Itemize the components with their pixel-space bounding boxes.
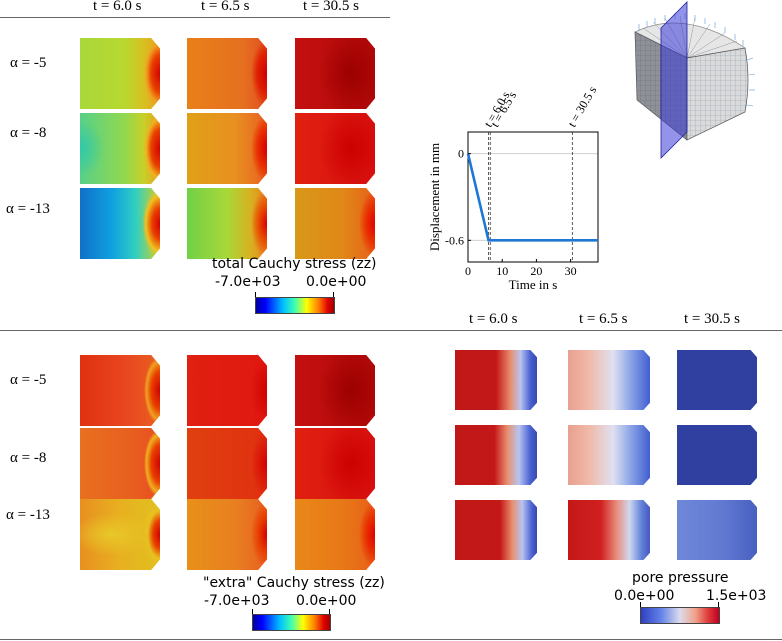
extra-contour-a13-t60 xyxy=(80,499,160,570)
bottom-time-header-2: t = 6.5 s xyxy=(579,311,628,327)
top-time-header-1: t = 6.0 s xyxy=(93,0,142,14)
bottom-alpha-label-1: α = -5 xyxy=(10,372,47,388)
bottom-alpha-label-2: α = -8 xyxy=(10,450,47,466)
pore-contour-r3-t60 xyxy=(455,500,537,560)
top-contour-a13-t60 xyxy=(80,188,160,259)
extra-contour-a5-t65 xyxy=(187,355,267,426)
extra-colorbar-tick-max xyxy=(329,609,330,614)
top-alpha-label-1: α = -5 xyxy=(10,55,47,71)
extra-colorbar xyxy=(252,614,331,631)
extra-contour-a13-t305 xyxy=(295,499,375,570)
pore-contour-r3-t65 xyxy=(568,500,650,560)
pore-contour-r3-t305 xyxy=(677,500,757,560)
pore-colorbar-tick-min xyxy=(640,602,641,607)
specimen-curved-face xyxy=(686,47,749,141)
extra-contour-a8-t60 xyxy=(80,428,160,499)
top-alpha-label-2: α = -8 xyxy=(10,125,47,141)
top-colorbar-title: total Cauchy stress (zz) xyxy=(212,256,377,272)
bottom-time-header-1: t = 6.0 s xyxy=(469,311,518,327)
top-colorbar-min-label: -7.0e+03 xyxy=(215,274,281,290)
bottom-alpha-label-3: α = -13 xyxy=(6,507,50,523)
chart-marker-label: t = 30.5 s xyxy=(565,83,600,129)
top-contour-a13-t305 xyxy=(295,188,375,259)
chart-y-tick-label: 0 xyxy=(458,147,464,161)
extra-colorbar-min-label: -7.0e+03 xyxy=(204,593,270,609)
top-time-header-2: t = 6.5 s xyxy=(201,0,250,14)
pore-colorbar-min-label: 0.0e+00 xyxy=(614,588,675,604)
chart-axes-frame xyxy=(467,131,599,263)
top-header-rule xyxy=(0,17,390,18)
chart-y-axis-label: Displacement in mm xyxy=(427,143,442,251)
extra-contour-a8-t305 xyxy=(295,428,375,499)
top-colorbar-max-label: 0.0e+00 xyxy=(306,274,367,290)
pore-contour-r2-t65 xyxy=(568,425,650,485)
pore-contour-r1-t305 xyxy=(677,350,757,410)
pore-contour-r1-t65 xyxy=(568,350,650,410)
chart-x-tick-label: 30 xyxy=(565,264,577,278)
pore-colorbar xyxy=(640,607,720,624)
top-alpha-label-3: α = -13 xyxy=(6,201,50,217)
chart-series-line xyxy=(466,153,598,242)
top-contour-a5-t65 xyxy=(187,38,267,109)
bottom-rule xyxy=(0,639,782,640)
pore-contour-r2-t60 xyxy=(455,425,537,485)
specimen-3d-illustration xyxy=(634,1,756,159)
extra-contour-a5-t60 xyxy=(80,355,160,426)
extra-colorbar-title: "extra" Cauchy stress (zz) xyxy=(203,575,385,591)
pore-colorbar-tick-max xyxy=(718,602,719,607)
extra-contour-a5-t305 xyxy=(295,355,375,426)
top-contour-a13-t65 xyxy=(187,188,267,259)
chart-x-axis-label: Time in s xyxy=(509,277,558,292)
top-contour-a8-t65 xyxy=(187,113,267,184)
extra-colorbar-tick-min xyxy=(252,609,253,614)
cutting-plane xyxy=(660,1,688,159)
top-contour-a8-t305 xyxy=(295,113,375,184)
chart-x-tick-label: 10 xyxy=(496,264,508,278)
top-colorbar-tick-min xyxy=(255,292,256,297)
extra-contour-a13-t65 xyxy=(187,499,267,570)
section-divider xyxy=(0,330,782,331)
top-colorbar xyxy=(255,297,335,314)
pore-colorbar-max-label: 1.5e+03 xyxy=(706,588,767,604)
pore-contour-r1-t60 xyxy=(455,350,537,410)
top-contour-a5-t60 xyxy=(80,38,160,109)
top-colorbar-tick-max xyxy=(333,292,334,297)
pore-colorbar-title: pore pressure xyxy=(632,570,729,586)
bottom-time-header-3: t = 30.5 s xyxy=(684,311,740,327)
top-time-header-3: t = 30.5 s xyxy=(303,0,359,14)
top-contour-a5-t305 xyxy=(295,38,375,109)
extra-contour-a8-t65 xyxy=(187,428,267,499)
chart-x-tick-label: 20 xyxy=(530,264,542,278)
chart-x-tick-label: 0 xyxy=(465,264,471,278)
top-contour-a8-t60 xyxy=(80,113,160,184)
pore-contour-r2-t305 xyxy=(677,425,757,485)
chart-y-tick-label: -0.6 xyxy=(445,233,464,247)
extra-colorbar-max-label: 0.0e+00 xyxy=(296,593,357,609)
